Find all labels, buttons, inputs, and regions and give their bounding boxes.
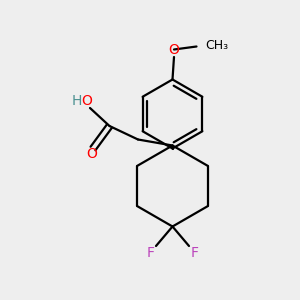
Text: O: O (86, 148, 97, 161)
Text: F: F (190, 246, 198, 260)
Text: H: H (71, 94, 82, 108)
Text: F: F (147, 246, 154, 260)
Text: O: O (81, 94, 92, 108)
Text: O: O (169, 43, 179, 56)
Text: CH₃: CH₃ (205, 39, 228, 52)
